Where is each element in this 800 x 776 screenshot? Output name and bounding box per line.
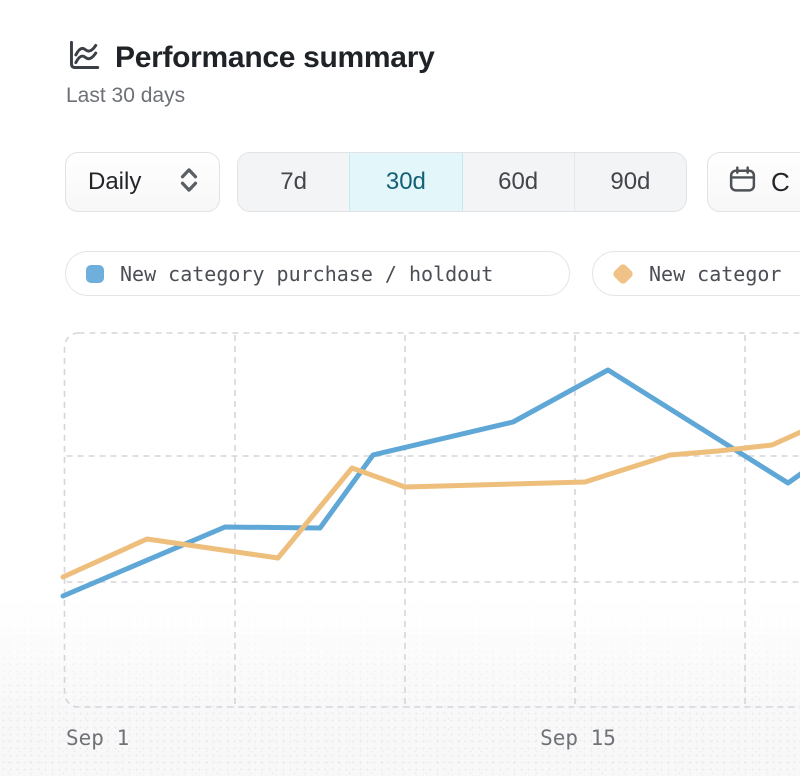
legend-item-holdout[interactable]: New category purchase / holdout	[65, 251, 570, 296]
range-segmented-control: 7d 30d 60d 90d	[237, 152, 687, 212]
range-option-30d[interactable]: 30d	[349, 153, 462, 211]
legend-label: New category purchase / holdout	[120, 261, 494, 286]
legend-label: New categor	[649, 261, 782, 286]
page-title: Performance summary	[115, 41, 435, 74]
chart-lines-icon	[66, 38, 101, 78]
page-header: Performance summary	[66, 38, 435, 78]
calendar-icon	[727, 164, 758, 200]
custom-range-button[interactable]: C	[707, 152, 800, 212]
legend-item-purchase[interactable]: New categor	[592, 251, 800, 296]
granularity-dropdown[interactable]: Daily	[65, 152, 220, 212]
range-option-90d[interactable]: 90d	[573, 153, 686, 211]
custom-range-label: C	[771, 166, 790, 197]
range-option-60d[interactable]: 60d	[461, 153, 574, 211]
legend-diamond-marker	[611, 262, 635, 285]
x-axis-label: Sep 1	[66, 726, 130, 750]
granularity-value: Daily	[88, 168, 142, 195]
legend-square-marker	[86, 264, 104, 283]
x-axis: Sep 1 Sep 15	[0, 726, 800, 756]
chevron-up-down-icon	[179, 167, 199, 198]
range-option-7d[interactable]: 7d	[238, 153, 350, 211]
page-subtitle: Last 30 days	[66, 84, 186, 107]
x-axis-label: Sep 15	[540, 726, 616, 750]
